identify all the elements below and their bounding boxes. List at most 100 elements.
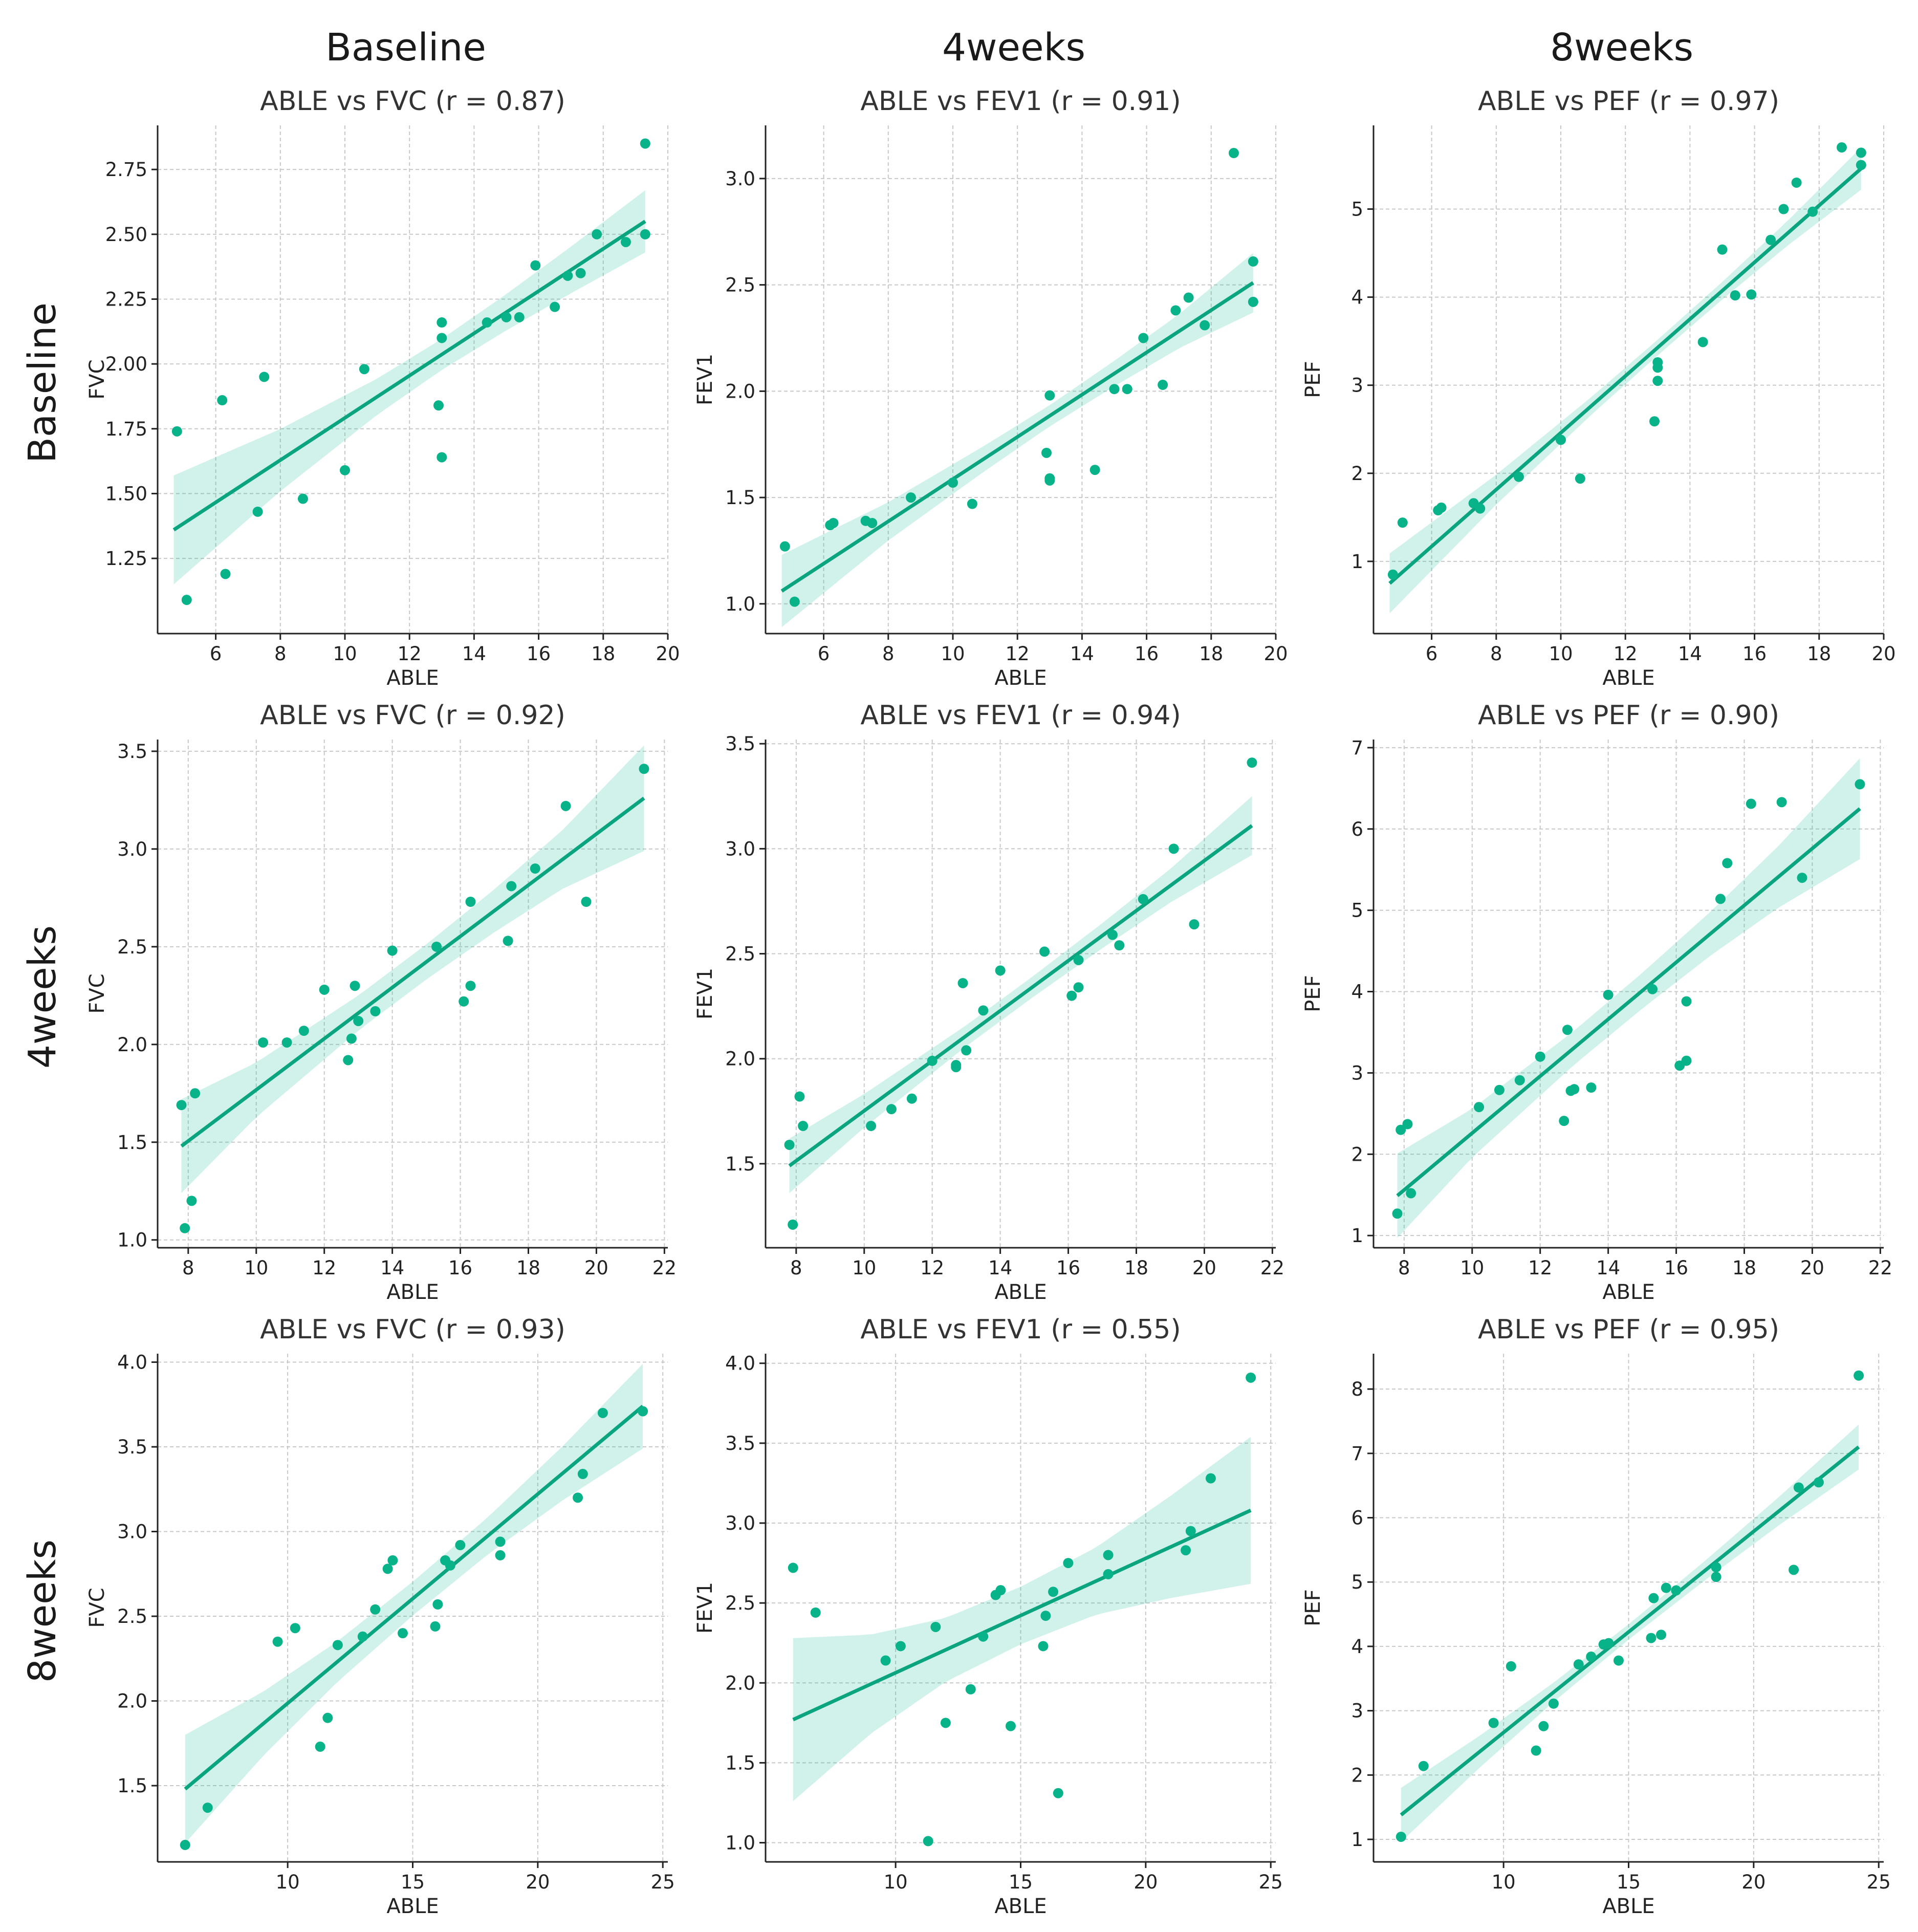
data-point: [1170, 305, 1181, 316]
data-point: [1681, 1055, 1692, 1066]
y-tick-label: 3.0: [725, 168, 755, 190]
x-tick-label: 10: [884, 1871, 908, 1893]
data-point: [346, 1033, 357, 1044]
data-point: [353, 1015, 364, 1026]
panels: 6 8 10 12 14 16 18 201.251.501.752.002.252.502.…: [85, 86, 1896, 1918]
data-point: [1066, 990, 1077, 1001]
x-tick-label: 18: [516, 1257, 540, 1279]
y-axis-label: PEF: [1301, 1589, 1325, 1626]
data-point: [1791, 177, 1802, 188]
data-point: [1535, 1051, 1545, 1062]
data-point: [1246, 1372, 1256, 1383]
data-point: [1103, 1550, 1114, 1560]
data-point: [332, 1640, 343, 1651]
regression-line: [180, 796, 645, 1148]
y-tick-label: 1.0: [725, 593, 755, 615]
x-axis-label: ABLE: [994, 1895, 1047, 1918]
y-axis-label: PEF: [1301, 361, 1325, 398]
data-point: [1730, 290, 1740, 301]
y-tick-label: 2: [1351, 463, 1363, 485]
data-point: [1586, 1082, 1597, 1093]
y-tick-label: 7: [1351, 737, 1363, 759]
x-tick-label: 16: [1742, 643, 1767, 665]
data-point: [455, 1540, 466, 1551]
data-point: [1005, 1721, 1016, 1731]
x-tick-label: 14: [988, 1257, 1012, 1279]
data-point: [1766, 234, 1776, 245]
data-point: [577, 1469, 588, 1480]
data-point: [810, 1607, 821, 1618]
data-point: [1488, 1718, 1499, 1728]
x-tick-label: 12: [1614, 643, 1638, 665]
data-point: [957, 978, 968, 988]
data-point: [180, 1839, 190, 1850]
x-tick-label: 18: [1732, 1257, 1756, 1279]
x-tick-label: 20: [1800, 1257, 1824, 1279]
data-point: [1038, 1641, 1049, 1652]
y-axis-label: FEV1: [693, 354, 717, 405]
data-point: [1122, 384, 1132, 395]
x-tick-label: 16: [1056, 1257, 1080, 1279]
x-tick-label: 16: [1135, 643, 1159, 665]
y-tick-label: 2.25: [105, 288, 147, 310]
data-point: [506, 881, 517, 892]
data-point: [186, 1196, 197, 1206]
data-point: [1793, 1482, 1804, 1493]
data-point: [530, 260, 541, 271]
x-tick-label: 12: [920, 1257, 944, 1279]
y-tick-label: 3.5: [117, 741, 147, 763]
data-point: [370, 1604, 381, 1615]
x-tick-label: 18: [1124, 1257, 1148, 1279]
x-tick-label: 12: [312, 1257, 336, 1279]
data-point: [1715, 894, 1726, 904]
data-point: [1789, 1565, 1799, 1575]
data-point: [1555, 435, 1566, 445]
data-point: [592, 229, 602, 240]
chart-title: ABLE vs FEV1 (r = 0.91): [860, 86, 1181, 117]
data-point: [1248, 296, 1258, 307]
data-point: [1205, 1473, 1216, 1484]
data-point: [1185, 1526, 1196, 1536]
data-point: [1717, 244, 1728, 255]
data-point: [779, 541, 790, 552]
x-tick-label: 8: [882, 643, 895, 665]
x-tick-label: 10: [852, 1257, 876, 1279]
x-tick-label: 15: [401, 1871, 425, 1893]
data-point: [1514, 1075, 1525, 1086]
data-point: [1248, 256, 1258, 267]
y-tick-label: 2.0: [117, 1690, 147, 1712]
data-point: [639, 764, 649, 774]
data-point: [940, 1718, 951, 1728]
confidence-band: [173, 190, 645, 584]
data-point: [1189, 919, 1200, 930]
x-tick-label: 14: [1070, 643, 1094, 665]
data-point: [202, 1803, 213, 1813]
y-tick-label: 6: [1351, 818, 1363, 840]
x-tick-label: 8: [274, 643, 287, 665]
data-point: [437, 452, 447, 463]
data-point: [867, 517, 878, 528]
data-point: [573, 1492, 583, 1503]
y-axis-label: FVC: [85, 1588, 109, 1627]
x-tick-label: 25: [651, 1871, 675, 1893]
data-point: [252, 506, 263, 517]
data-point: [176, 1100, 187, 1111]
data-point: [343, 1055, 354, 1066]
data-point: [1041, 447, 1052, 458]
data-point: [190, 1088, 201, 1099]
data-point: [798, 1121, 809, 1132]
y-axis-label: FEV1: [693, 1582, 717, 1634]
data-point: [1168, 843, 1179, 854]
data-point: [432, 1599, 443, 1610]
y-tick-label: 3.0: [117, 1521, 147, 1543]
confidence-band: [185, 1363, 643, 1843]
y-axis-label: FVC: [85, 973, 109, 1013]
data-point: [895, 1641, 906, 1652]
y-tick-label: 4.0: [117, 1352, 147, 1374]
data-point: [1746, 289, 1757, 300]
chart-title: ABLE vs FEV1 (r = 0.55): [860, 1314, 1181, 1345]
